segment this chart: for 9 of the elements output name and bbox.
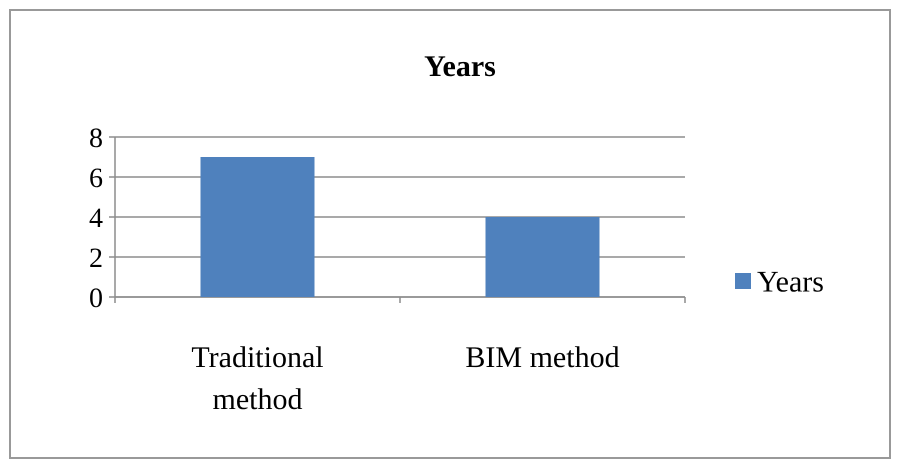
legend-label: Years	[757, 266, 824, 298]
chart-title: Years	[424, 50, 496, 83]
y-tick-label: 2	[89, 242, 103, 274]
y-tick-label: 4	[89, 202, 103, 234]
x-tick-label: Traditional method	[191, 341, 324, 416]
y-tick-label: 8	[89, 122, 103, 154]
y-tick-label: 6	[89, 162, 103, 194]
x-tick-label: BIM method	[465, 341, 620, 374]
y-tick-label: 0	[89, 282, 103, 314]
